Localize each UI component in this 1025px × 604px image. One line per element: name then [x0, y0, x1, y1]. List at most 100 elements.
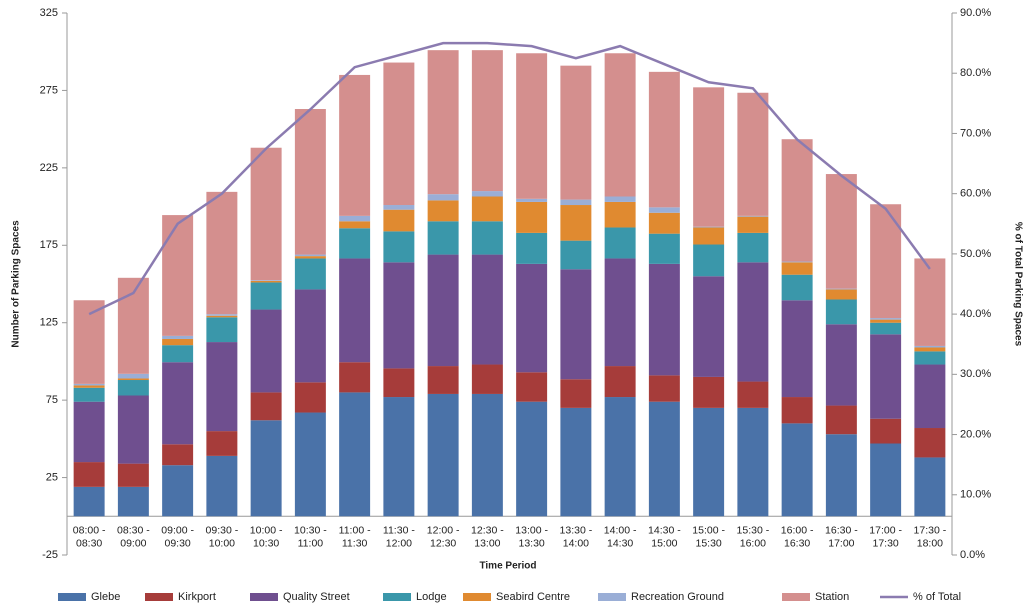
- x-tick-label-line: 17:30 -: [914, 524, 947, 536]
- bar-segment: [693, 407, 725, 517]
- bar-segment: [117, 395, 149, 464]
- y2-tick-label: 40.0%: [960, 308, 991, 320]
- x-tick-label: 09:00 -09:30: [161, 524, 194, 549]
- x-tick-label: 16:00 -16:30: [781, 524, 814, 549]
- bar-segment: [648, 401, 680, 517]
- bar-segment: [471, 221, 503, 255]
- y-tick-label: 325: [40, 7, 58, 19]
- y-tick-label: 275: [40, 84, 58, 96]
- bar-segment: [737, 262, 769, 382]
- x-tick-label-line: 11:30: [342, 537, 368, 549]
- legend-swatch: [598, 593, 626, 601]
- bar-segment: [162, 215, 194, 336]
- x-tick-label: 12:00 -12:30: [427, 524, 460, 549]
- bar-segment: [339, 221, 371, 229]
- x-tick-label: 11:30 -12:00: [383, 524, 415, 549]
- bar-segment: [560, 205, 592, 241]
- x-tick-label-line: 17:00: [828, 537, 854, 549]
- bar-segment: [781, 397, 813, 424]
- x-tick-label: 13:30 -14:00: [560, 524, 593, 549]
- x-tick-label: 12:30 -13:00: [471, 524, 504, 549]
- bar-segment: [914, 428, 946, 458]
- bar-segment: [339, 258, 371, 363]
- bar-segment: [781, 261, 813, 263]
- x-tick-label: 16:30 -17:00: [825, 524, 858, 549]
- x-tick-label-line: 09:30: [164, 537, 190, 549]
- bar-segment: [870, 418, 902, 444]
- bar-segment: [737, 381, 769, 408]
- y-tick-label: -25: [42, 549, 58, 561]
- bar-segment: [206, 191, 238, 315]
- bar-segment: [693, 87, 725, 227]
- bar-segment: [870, 318, 902, 320]
- y-tick-label: 75: [46, 394, 58, 406]
- x-tick-label-line: 11:00: [298, 537, 324, 549]
- bar-segment: [250, 392, 282, 421]
- x-tick-label-line: 10:30 -: [294, 524, 327, 536]
- bar-segment: [471, 191, 503, 197]
- bar-segment: [294, 412, 326, 517]
- bar-segment: [604, 258, 636, 367]
- bar-segment: [604, 201, 636, 228]
- x-tick-label-line: 12:00: [386, 537, 412, 549]
- bar-segment: [206, 342, 238, 432]
- bar-segment: [383, 62, 415, 206]
- bar-segment: [825, 434, 857, 517]
- y2-tick-label: 60.0%: [960, 188, 991, 200]
- bar-segment: [914, 457, 946, 517]
- bar-segment: [693, 226, 725, 228]
- bar-segment: [648, 207, 680, 213]
- bar-segment: [560, 65, 592, 200]
- x-tick-label-line: 13:30 -: [560, 524, 593, 536]
- bar-segment: [427, 366, 459, 394]
- x-tick-label-line: 15:30 -: [737, 524, 770, 536]
- bar-segment: [294, 256, 326, 259]
- bar-segment: [516, 401, 548, 517]
- x-tick-label-line: 10:30: [253, 537, 279, 549]
- bar-segment: [914, 345, 946, 348]
- bar-segment: [737, 216, 769, 233]
- bar-segment: [162, 362, 194, 445]
- bar-segment: [825, 324, 857, 406]
- x-tick-label-line: 14:30 -: [648, 524, 681, 536]
- x-tick-label-line: 11:00 -: [339, 524, 371, 536]
- bar-segment: [427, 393, 459, 517]
- bar-segment: [250, 280, 282, 281]
- bar-segment: [339, 215, 371, 222]
- bar-segment: [427, 254, 459, 367]
- bar-segment: [516, 198, 548, 202]
- legend-label: Lodge: [416, 591, 447, 603]
- y2-tick-label: 30.0%: [960, 368, 991, 380]
- legend-label: Seabird Centre: [496, 591, 570, 603]
- bar-segment: [914, 351, 946, 365]
- bar-segment: [693, 276, 725, 377]
- x-tick-label: 15:00 -15:30: [692, 524, 725, 549]
- bar-segment: [206, 455, 238, 517]
- y-tick-label: 225: [40, 162, 58, 174]
- bar-segment: [471, 50, 503, 192]
- bar-segment: [73, 387, 105, 402]
- bar-segment: [162, 345, 194, 363]
- x-tick-label-line: 14:30: [607, 537, 633, 549]
- bar-segment: [914, 258, 946, 346]
- bar-segment: [781, 262, 813, 275]
- bar-segment: [383, 397, 415, 517]
- bar-segment: [604, 366, 636, 398]
- x-tick-label-line: 13:30: [518, 537, 544, 549]
- x-tick-label: 09:30 -10:00: [206, 524, 239, 549]
- legend-label: Quality Street: [283, 591, 350, 603]
- bar-segment: [294, 289, 326, 383]
- bar-segment: [471, 393, 503, 517]
- x-tick-label: 10:30 -11:00: [294, 524, 327, 549]
- bar-segment: [162, 338, 194, 346]
- y2-tick-label: 70.0%: [960, 127, 991, 139]
- x-tick-label-line: 08:30 -: [117, 524, 150, 536]
- bar-segment: [294, 382, 326, 413]
- x-tick-label: 14:00 -14:30: [604, 524, 637, 549]
- bar-segment: [427, 200, 459, 222]
- bar-segment: [516, 232, 548, 264]
- bar-segment: [162, 465, 194, 517]
- bar-segment: [825, 289, 857, 300]
- bar-segment: [648, 71, 680, 208]
- bar-segment: [781, 139, 813, 262]
